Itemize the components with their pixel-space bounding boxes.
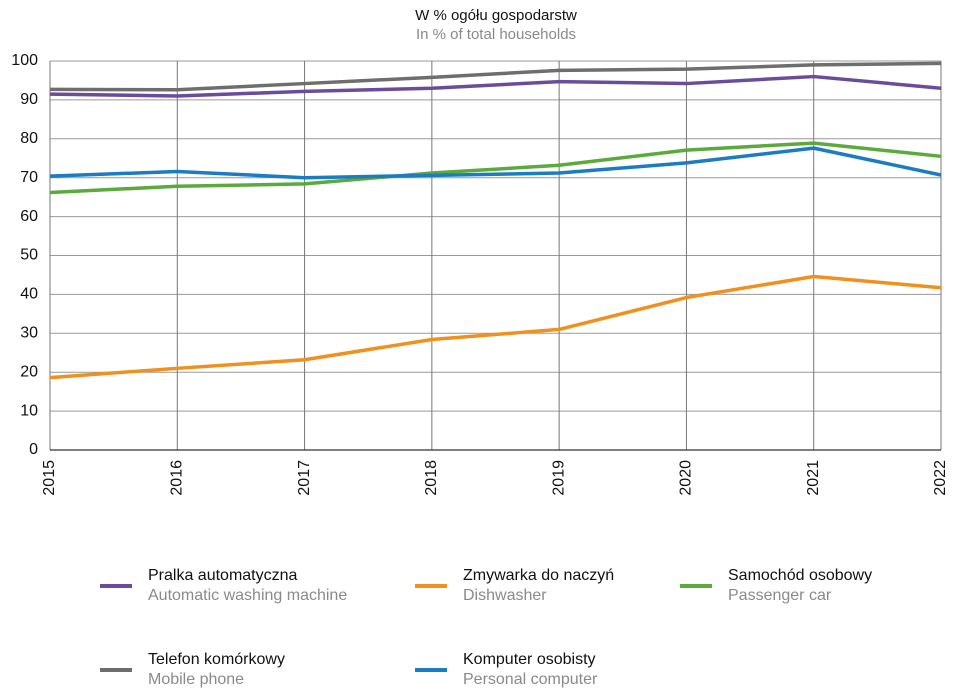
legend-sublabel: Automatic washing machine — [148, 587, 347, 604]
legend-sublabel: Personal computer — [463, 671, 598, 688]
chart-title: W % ogółu gospodarstw — [415, 7, 577, 24]
x-tick-label: 2022 — [932, 460, 949, 496]
legend-label: Komputer osobisty — [463, 651, 596, 668]
y-tick-label: 60 — [20, 208, 38, 225]
x-tick-label: 2015 — [41, 460, 58, 496]
y-tick-label: 70 — [20, 169, 38, 186]
series-line — [49, 74, 942, 98]
legend-sublabel: Dishwasher — [463, 587, 547, 604]
y-tick-label: 40 — [20, 286, 38, 303]
legend-label: Telefon komórkowy — [148, 651, 285, 668]
x-tick-label: 2018 — [423, 460, 440, 496]
series-line — [49, 146, 942, 180]
y-tick-label: 90 — [20, 91, 38, 108]
y-tick-label: 80 — [20, 130, 38, 147]
y-tick-label: 50 — [20, 247, 38, 264]
legend-sublabel: Passenger car — [728, 587, 832, 604]
legend-label: Zmywarka do naczyń — [463, 567, 614, 584]
x-tick-label: 2021 — [805, 460, 822, 496]
y-tick-label: 30 — [20, 325, 38, 342]
x-tick-label: 2019 — [550, 460, 567, 496]
y-tick-label: 100 — [11, 52, 38, 69]
y-tick-label: 0 — [29, 441, 38, 458]
legend-label: Samochód osobowy — [728, 567, 872, 584]
chart-subtitle: In % of total households — [416, 26, 576, 43]
y-tick-label: 20 — [20, 363, 38, 380]
x-tick-label: 2016 — [169, 460, 186, 496]
series-line — [49, 274, 942, 380]
y-tick-label: 10 — [20, 402, 38, 419]
x-tick-label: 2020 — [678, 460, 695, 496]
series-line — [49, 61, 942, 92]
legend-sublabel: Mobile phone — [148, 671, 244, 688]
x-tick-label: 2017 — [296, 460, 313, 496]
legend-label: Pralka automatyczna — [148, 567, 298, 584]
series-line — [49, 141, 942, 195]
